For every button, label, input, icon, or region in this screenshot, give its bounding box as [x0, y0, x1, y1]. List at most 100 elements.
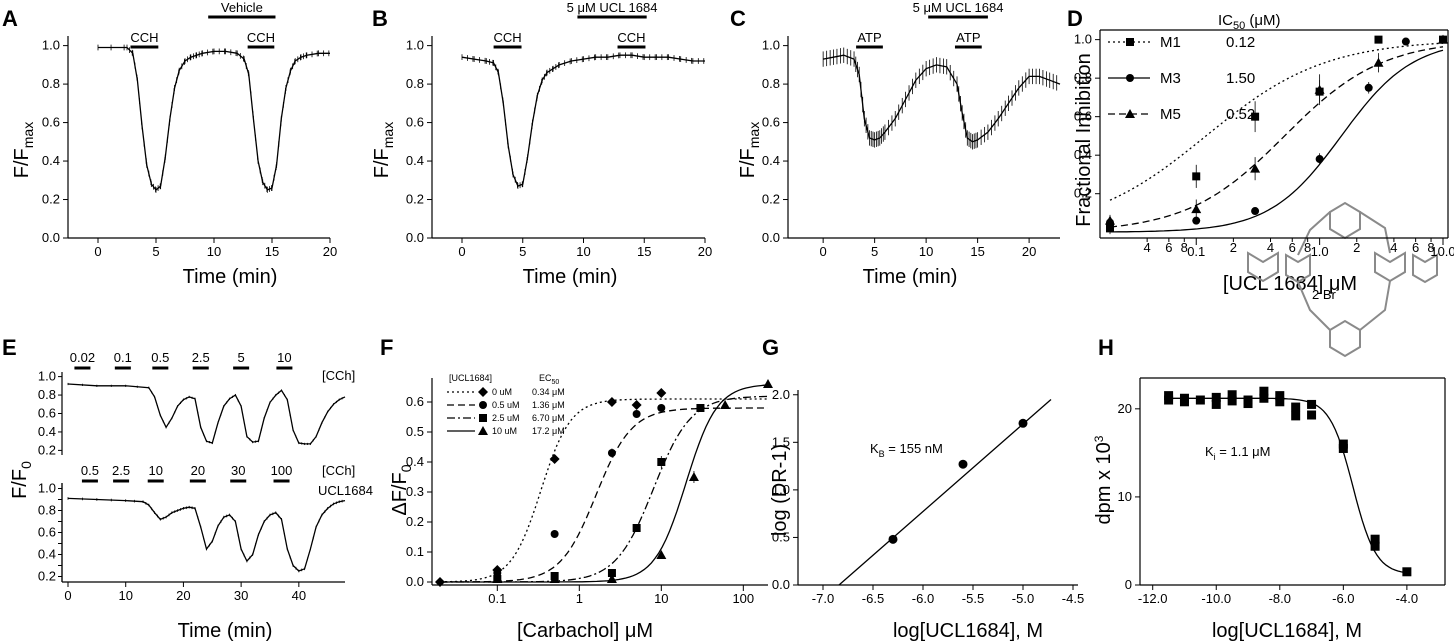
panel-h-data-point	[1275, 397, 1285, 407]
panel-e-bottom-trace-line	[67, 497, 346, 572]
panel-b-x-tick-label: 15	[637, 244, 651, 259]
panel-f-fit-curve	[440, 395, 769, 583]
anion-label-d: 2 Br-	[1312, 285, 1339, 302]
panel-b-y-tick-label: 0.4	[406, 153, 424, 168]
kb-label-g: KB = 155 nM	[870, 441, 943, 459]
panel-f-point	[632, 410, 641, 418]
panel-h-x-tick-label: -8.0	[1269, 591, 1291, 606]
panel-h-y-tick-label: 10	[1118, 489, 1132, 504]
panel-d-minor-tick-label: 8	[1304, 240, 1311, 255]
panel-f-y-tick-label: 0.2	[406, 514, 424, 529]
panel-f-point	[492, 574, 503, 583]
panel-f-legend-marker	[478, 387, 488, 397]
panel-f-point	[549, 454, 560, 464]
panel-e-top-concentration-label: 10	[277, 350, 291, 365]
panel-g-x-tick-label: -6.0	[912, 591, 934, 606]
panel-f-point	[657, 404, 666, 412]
panel-e-x-tick-label: 0	[64, 588, 71, 603]
panel-h-data-point	[1402, 567, 1412, 577]
panel-h-x-tick-label: -12.0	[1138, 591, 1168, 606]
panel-f-legend-ec50: 17.2 μM	[532, 426, 565, 436]
panel-e-top-concentration-label: 0.1	[114, 350, 132, 365]
xlabel-h: log[UCL1684], M	[1212, 620, 1362, 642]
panel-f-point	[632, 524, 641, 532]
panel-e-x-tick-label: 30	[234, 588, 248, 603]
panel-e-bottom-y-tick-label: 0.6	[38, 525, 56, 540]
panel-f-point	[688, 472, 699, 481]
panel-a-y-tick-label: 0.8	[42, 76, 60, 91]
panel-b-x-tick-label: 20	[698, 244, 712, 259]
panel-d-legend-marker	[1126, 38, 1134, 46]
panel-e-top-y-tick-label: 0.6	[38, 406, 56, 421]
panel-b-x-tick-label: 10	[576, 244, 590, 259]
panel-f-point	[657, 458, 666, 466]
panel-e-x-tick-label: 10	[118, 588, 132, 603]
panel-h-data-point	[1259, 386, 1269, 396]
panel-f-y-tick-label: 0.4	[406, 454, 424, 469]
panel-f-point	[696, 404, 705, 412]
panel-b-treatment-label: CCH	[617, 30, 645, 45]
panel-e-top-concentration-label: 0.5	[151, 350, 169, 365]
panel-e-top-y-tick-label: 0.4	[38, 424, 56, 439]
panel-label-c: C	[730, 6, 746, 31]
panel-d-point-m1	[1106, 224, 1114, 233]
panel-f-point	[606, 397, 617, 407]
panel-g: G log (DR-1) log[UCL1684], M KB = 155 nM	[762, 335, 1043, 642]
panel-g-x-tick-label: -7.0	[812, 591, 834, 606]
panel-g-data-point	[1018, 418, 1028, 428]
panel-f-y-tick-label: 0.6	[406, 394, 424, 409]
panel-d-minor-tick-label: 4	[1267, 240, 1274, 255]
panel-d-point-m3	[1364, 83, 1373, 92]
panel-d-legend-marker	[1125, 109, 1135, 118]
panel-d-minor-tick-label: 8	[1427, 240, 1434, 255]
panel-e-x-tick-label: 20	[176, 588, 190, 603]
panel-c-y-tick-label: 1.0	[762, 38, 780, 53]
panel-c-treatment-label: 5 μM UCL 1684	[913, 0, 1004, 15]
panel-f-x-tick-label: 10	[654, 591, 668, 606]
panel-d-point-m1	[1374, 35, 1383, 44]
panel-h-data-point	[1227, 396, 1237, 406]
panel-h-data-point	[1370, 541, 1380, 551]
panel-c-y-tick-label: 0.4	[762, 153, 780, 168]
panel-a-y-tick-label: 1.0	[42, 38, 60, 53]
ylabel-h: dpm x 103	[1092, 435, 1115, 524]
xlabel-a: Time (min)	[183, 266, 278, 288]
panel-d-point-m3	[1401, 37, 1410, 46]
panel-b-y-tick-label: 0.8	[406, 76, 424, 91]
panel-d-legend-marker	[1126, 74, 1134, 82]
panel-e-bottom-concentration-label: 30	[231, 463, 245, 478]
panel-h-y-tick-label: 0	[1125, 577, 1132, 592]
panel-a-y-tick-label: 0.4	[42, 153, 60, 168]
panel-h-data-point	[1195, 395, 1205, 405]
panel-d-point-m5	[1314, 84, 1325, 94]
legend-title-d: IC50 (μM)	[1218, 12, 1281, 32]
panel-d-minor-tick-label: 4	[1144, 240, 1151, 255]
panel-a: A F/Fmax Time (min)	[2, 6, 277, 288]
xlabel-f: [Carbachol] μM	[517, 620, 653, 642]
panel-f-point	[656, 388, 667, 398]
panel-f-point	[763, 379, 773, 388]
panel-g-y-tick-label: 1.0	[772, 482, 790, 497]
panel-f-y-tick-label: 0.3	[406, 484, 424, 499]
unit-label-e-bottom: [CCh]	[322, 463, 355, 478]
panel-d-x-tick-label: 1.0	[1311, 244, 1329, 259]
panel-b-trace-line	[461, 54, 705, 187]
xlabel-d: [UCL 1684] μM	[1223, 273, 1357, 295]
panel-f-y-tick-label: 0.1	[406, 544, 424, 559]
panel-a-y-tick-label: 0.0	[42, 230, 60, 245]
panel-h-data-point	[1211, 392, 1221, 402]
panel-h-data-point	[1275, 391, 1285, 401]
panel-d-minor-tick-label: 4	[1390, 240, 1397, 255]
xlabel-e: Time (min)	[178, 620, 273, 642]
panel-h-data-point	[1370, 534, 1380, 544]
panel-h-x-tick-label: -4.0	[1396, 591, 1418, 606]
panel-c-x-tick-label: 5	[871, 244, 878, 259]
panel-a-y-tick-label: 0.6	[42, 115, 60, 130]
panel-d-point-m5	[1250, 163, 1261, 173]
panel-d-legend-ic50: 1.50	[1226, 70, 1255, 87]
panel-g-x-tick-label: -6.5	[862, 591, 884, 606]
panel-f-fit-curve	[440, 407, 768, 583]
xlabel-g: log[UCL1684], M	[893, 620, 1043, 642]
panel-d-point-m5	[1373, 57, 1384, 67]
